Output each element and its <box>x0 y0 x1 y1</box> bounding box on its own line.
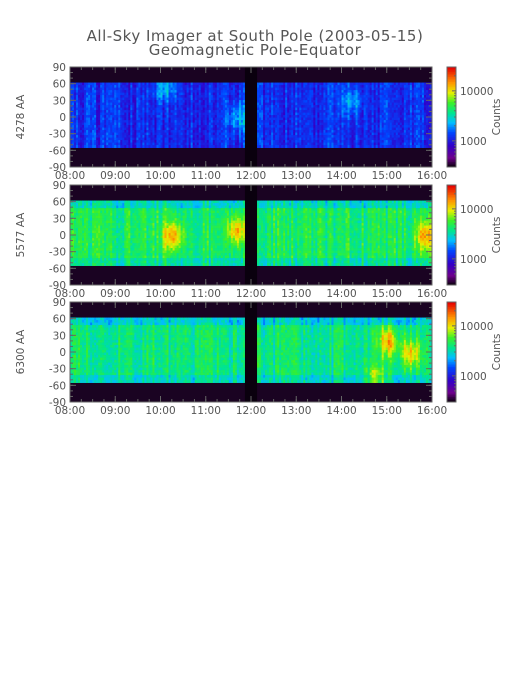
y-tick-label: 0 <box>59 230 66 242</box>
x-tick-label: 16:00 <box>417 405 447 417</box>
x-tick-label: 11:00 <box>191 288 221 300</box>
y-tick-label: -60 <box>49 263 66 275</box>
panel-1-image <box>70 67 432 167</box>
x-tick-label: 08:00 <box>55 288 85 300</box>
panel-ylabel: 6300 AA <box>15 329 27 375</box>
x-tick-label: 16:00 <box>417 170 447 182</box>
x-tick-label: 10:00 <box>145 288 175 300</box>
x-tick-label: 10:00 <box>145 405 175 417</box>
y-tick-label: -60 <box>49 145 66 157</box>
y-tick-label: -90 <box>49 280 66 292</box>
x-tick-label: 15:00 <box>372 170 402 182</box>
x-tick-label: 15:00 <box>372 288 402 300</box>
y-tick-label: -30 <box>49 129 66 141</box>
colorbar-label: Counts <box>491 334 503 371</box>
y-tick-label: -60 <box>49 380 66 392</box>
data-gap <box>244 185 258 285</box>
panel-ylabel: 5577 AA <box>15 212 27 258</box>
colorbar-tick-label: 10000 <box>460 204 493 216</box>
y-tick-label: 90 <box>53 297 66 309</box>
colorbar: 10000 1000 Counts <box>446 66 503 168</box>
x-tick-label: 11:00 <box>191 170 221 182</box>
x-tick-label: 13:00 <box>281 288 311 300</box>
y-tick-label: 90 <box>53 62 66 74</box>
x-tick-label: 12:00 <box>236 288 266 300</box>
x-tick-label: 14:00 <box>326 170 356 182</box>
x-tick-label: 11:00 <box>191 405 221 417</box>
y-tick-label: -30 <box>49 364 66 376</box>
colorbar: 10000 1000 Counts <box>446 301 503 403</box>
x-tick-label: 08:00 <box>55 170 85 182</box>
data-gap <box>244 67 258 167</box>
y-tick-label: 30 <box>53 213 66 225</box>
data-gap <box>244 302 258 402</box>
colorbar-tick-label: 10000 <box>460 321 493 333</box>
x-tick-label: 09:00 <box>100 288 130 300</box>
x-tick-label: 09:00 <box>100 170 130 182</box>
panel-ylabel: 4278 AA <box>15 94 27 140</box>
x-tick-label: 13:00 <box>281 170 311 182</box>
colorbar-tick-label: 1000 <box>460 254 487 266</box>
x-tick-label: 12:00 <box>236 170 266 182</box>
x-tick-label: 15:00 <box>372 405 402 417</box>
x-tick-label: 12:00 <box>236 405 266 417</box>
y-tick-label: 0 <box>59 112 66 124</box>
colorbar-tick-label: 10000 <box>460 86 493 98</box>
panel-3-image <box>70 302 432 402</box>
x-tick-label: 09:00 <box>100 405 130 417</box>
y-tick-label: 30 <box>53 330 66 342</box>
colorbar-tick-label: 1000 <box>460 136 487 148</box>
x-tick-label: 08:00 <box>55 405 85 417</box>
y-tick-label: -90 <box>49 397 66 409</box>
colorbar-tick-label: 1000 <box>460 371 487 383</box>
chart-subtitle: Geomagnetic Pole-Equator <box>149 41 362 59</box>
y-tick-label: -90 <box>49 162 66 174</box>
y-tick-label: 60 <box>53 79 66 91</box>
x-tick-label: 10:00 <box>145 170 175 182</box>
y-tick-label: 60 <box>53 197 66 209</box>
y-tick-label: 90 <box>53 180 66 192</box>
chart-title: All-Sky Imager at South Pole (2003-05-15… <box>87 27 424 45</box>
x-tick-label: 13:00 <box>281 405 311 417</box>
y-tick-label: -30 <box>49 247 66 259</box>
colorbar-label: Counts <box>491 217 503 254</box>
x-tick-label: 14:00 <box>326 405 356 417</box>
y-tick-label: 30 <box>53 95 66 107</box>
y-tick-label: 0 <box>59 347 66 359</box>
x-tick-label: 14:00 <box>326 288 356 300</box>
colorbar-label: Counts <box>491 99 503 136</box>
panel-2-image <box>70 185 432 285</box>
x-tick-label: 16:00 <box>417 288 447 300</box>
colorbar: 10000 1000 Counts <box>446 184 503 286</box>
y-tick-label: 60 <box>53 314 66 326</box>
